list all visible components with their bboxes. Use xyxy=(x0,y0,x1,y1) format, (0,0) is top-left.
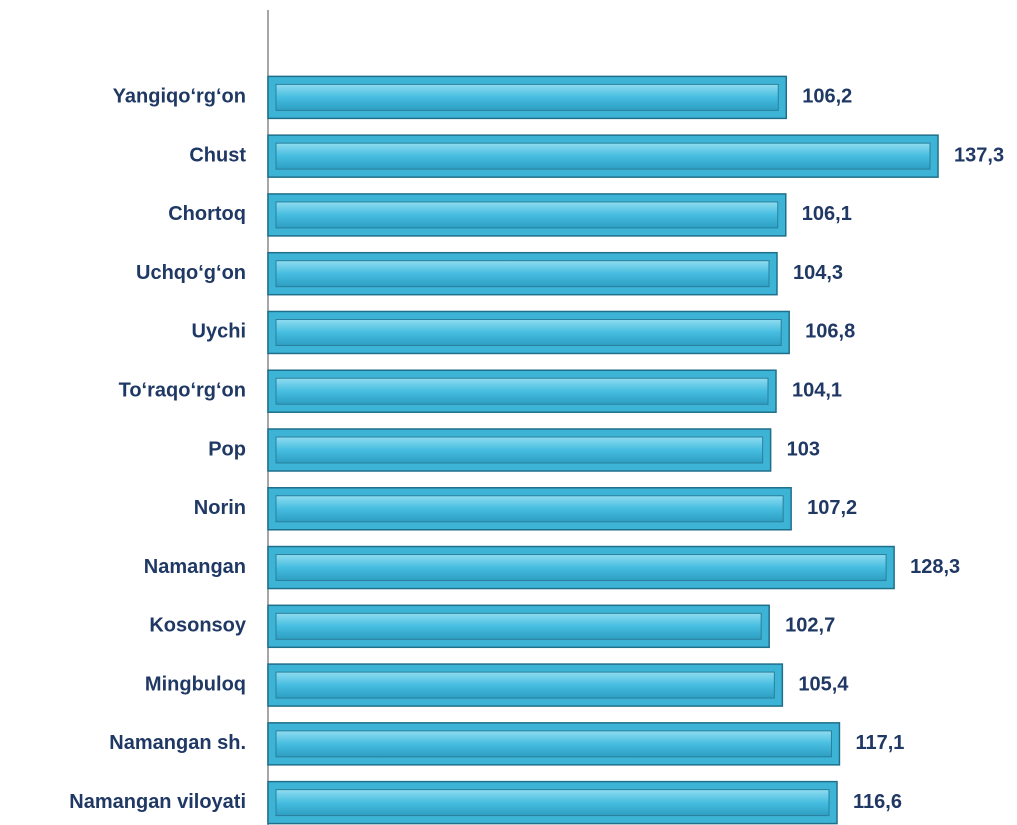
value-label: 104,1 xyxy=(792,380,842,402)
y-tick-label: Pop xyxy=(208,438,246,460)
value-label: 128,3 xyxy=(910,556,960,578)
y-tick-label: Uchqo‘g‘on xyxy=(136,262,246,284)
y-tick-label: Mingbuloq xyxy=(145,673,246,695)
bar-bevel xyxy=(275,495,784,523)
bar-bevel xyxy=(275,83,779,111)
value-label: 106,2 xyxy=(802,86,852,108)
y-tick-label: Yangiqo‘rg‘on xyxy=(113,86,246,108)
bar-bevel xyxy=(275,436,764,464)
y-tick-label: To‘raqo‘rg‘on xyxy=(119,380,246,402)
y-tick-label: Chortoq xyxy=(168,203,246,225)
bar-bevel xyxy=(275,730,832,758)
value-label: 107,2 xyxy=(807,497,857,519)
bar-bevel xyxy=(275,377,769,405)
y-tick-label: Kosonsoy xyxy=(149,615,247,637)
bar-bevel xyxy=(275,318,782,346)
value-label: 103 xyxy=(787,438,820,460)
value-label: 104,3 xyxy=(793,262,843,284)
bar-bevel xyxy=(275,789,830,817)
y-tick-label: Namangan xyxy=(144,556,246,578)
y-tick-label: Uychi xyxy=(192,321,246,343)
y-tick-label: Chust xyxy=(189,144,246,166)
bar-bevel xyxy=(275,142,931,170)
y-tick-label: Namangan viloyati xyxy=(69,791,246,813)
value-label: 137,3 xyxy=(954,144,1004,166)
y-tick-label: Namangan sh. xyxy=(109,732,246,754)
value-label: 106,1 xyxy=(802,203,852,225)
value-label: 105,4 xyxy=(798,673,849,695)
bar-bevel xyxy=(275,612,762,640)
value-label: 117,1 xyxy=(855,732,904,754)
value-label: 116,6 xyxy=(853,791,902,813)
value-label: 106,8 xyxy=(805,321,855,343)
bar-bevel xyxy=(275,671,775,699)
bar-bevel xyxy=(275,554,887,582)
y-tick-label: Norin xyxy=(194,497,246,519)
bar-bevel xyxy=(275,260,770,288)
value-label: 102,7 xyxy=(785,615,835,637)
bar-bevel xyxy=(275,201,779,229)
